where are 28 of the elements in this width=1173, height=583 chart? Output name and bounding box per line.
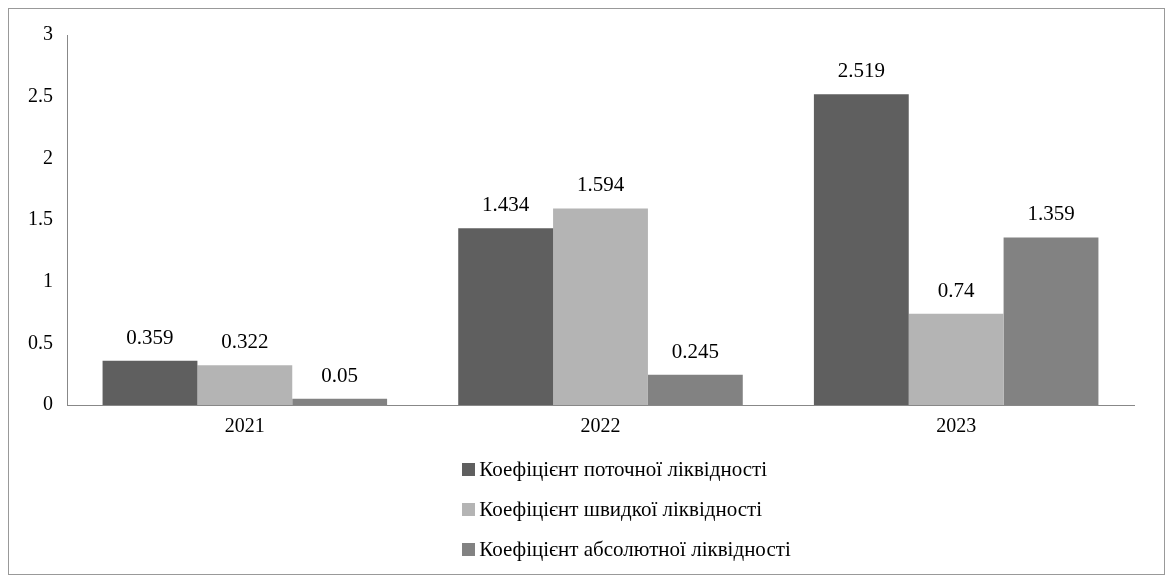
y-tick-label: 1.5 <box>28 207 53 230</box>
bar <box>458 228 554 405</box>
bar <box>813 94 909 405</box>
bar <box>102 360 198 405</box>
legend-label: Коефіцієнт швидкої ліквідності <box>479 496 763 522</box>
data-label: 2.519 <box>837 58 885 83</box>
bar <box>908 313 1004 405</box>
bar <box>553 208 648 405</box>
y-tick-label: 3 <box>43 22 53 45</box>
data-label: 0.05 <box>321 362 359 387</box>
data-label: 1.359 <box>1027 201 1075 226</box>
data-label: 1.434 <box>482 192 530 217</box>
y-tick-label: 0.5 <box>28 330 53 353</box>
x-tick-label: 2022 <box>580 414 621 437</box>
data-label: 0.245 <box>671 338 719 363</box>
data-label: 0.359 <box>126 324 174 349</box>
data-label: 0.74 <box>937 277 976 302</box>
y-tick-label: 2 <box>43 145 53 168</box>
x-tick-label: 2021 <box>224 414 265 437</box>
y-tick-label: 2.5 <box>28 83 53 106</box>
x-tick-label: 2023 <box>936 414 977 437</box>
y-tick-label: 0 <box>43 392 53 415</box>
data-label: 0.322 <box>221 329 269 354</box>
y-tick-label: 1 <box>43 268 53 291</box>
bar <box>197 365 293 405</box>
legend-label: Коефіцієнт поточної ліквідності <box>479 456 767 482</box>
data-label: 1.594 <box>576 172 625 197</box>
legend-label: Коефіцієнт абсолютної ліквідності <box>479 536 791 562</box>
